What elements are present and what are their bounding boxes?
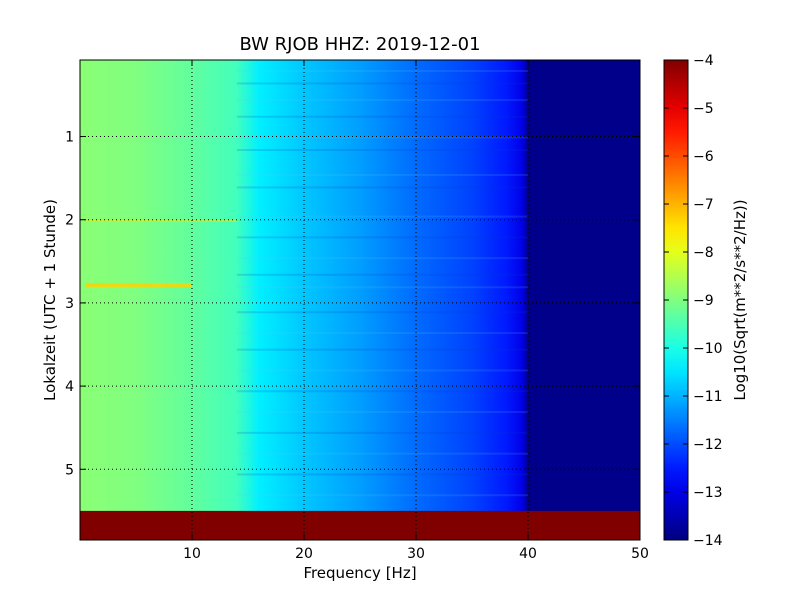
x-axis-ticks: 10 20 30 40 50 <box>183 60 649 562</box>
x-tick-label: 40 <box>519 546 537 562</box>
colorbar-tick-label: −14 <box>693 533 723 549</box>
streak <box>236 173 529 176</box>
streak <box>236 348 529 351</box>
colorbar-tick-label: −7 <box>693 197 714 213</box>
streak <box>236 494 529 497</box>
x-axis-label: Frequency [Hz] <box>303 564 416 582</box>
streak <box>236 149 529 152</box>
streak <box>236 215 529 218</box>
y-tick-label: 1 <box>65 130 74 146</box>
colorbar-tick-label: −9 <box>693 293 714 309</box>
y-tick-label: 5 <box>65 462 74 478</box>
spectrogram-heatmap <box>80 60 640 540</box>
colorbar-tick-label: −10 <box>693 341 723 357</box>
streak <box>236 473 529 476</box>
x-tick-label: 20 <box>295 546 313 562</box>
plot-frame <box>79 59 641 541</box>
y-axis-label: Lokalzeit (UTC + 1 Stunde) <box>41 199 59 401</box>
streak <box>236 332 529 335</box>
x-tick-label: 10 <box>183 546 201 562</box>
streak <box>236 311 529 314</box>
colorbar-tick-label: −4 <box>693 53 714 69</box>
y-tick-label: 2 <box>65 213 74 229</box>
colorbar-tick-label: −8 <box>693 245 714 261</box>
streak <box>236 273 529 276</box>
y-axis-ticks: 1 2 3 4 5 <box>65 130 640 478</box>
colorbar-tick-label: −6 <box>693 149 714 165</box>
y-tick-label: 3 <box>65 296 74 312</box>
colorbar-tick-label: −13 <box>693 485 723 501</box>
colorbar-ticks: −4 −5 −6 −7 −8 −9 −10 −11 −12 −13 −14 <box>664 53 723 549</box>
spectral-streaks <box>85 69 529 497</box>
streak <box>236 136 529 139</box>
streak <box>236 390 529 393</box>
streak <box>85 219 237 222</box>
streak <box>236 186 529 189</box>
streak <box>236 236 529 239</box>
streak <box>236 431 529 434</box>
x-tick-label: 30 <box>407 546 425 562</box>
colorbar-tick-label: −12 <box>693 437 723 453</box>
y-tick-label: 4 <box>65 379 74 395</box>
streak <box>236 99 529 102</box>
colorbar-tick-label: −5 <box>693 101 714 117</box>
colorbar: −4 −5 −6 −7 −8 −9 −10 −11 −12 −13 −14 <box>663 53 723 549</box>
colorbar-label: Log10(Sqrt(m**2/s**2/Hz)) <box>731 199 749 400</box>
grid-lines <box>80 60 640 540</box>
plot-area: 10 20 30 40 50 1 2 3 4 5 <box>65 59 649 562</box>
streak <box>236 369 529 372</box>
streak <box>236 286 529 289</box>
streak <box>236 257 529 260</box>
chart-title: BW RJOB HHZ: 2019-12-01 <box>239 34 480 55</box>
streak <box>236 115 529 118</box>
x-tick-label: 50 <box>631 546 649 562</box>
streak <box>236 82 529 85</box>
data-gap-band <box>80 510 640 540</box>
streak <box>236 452 529 455</box>
streak <box>236 411 529 414</box>
colorbar-tick-label: −11 <box>693 389 723 405</box>
streak <box>236 69 529 72</box>
streak <box>85 282 192 287</box>
